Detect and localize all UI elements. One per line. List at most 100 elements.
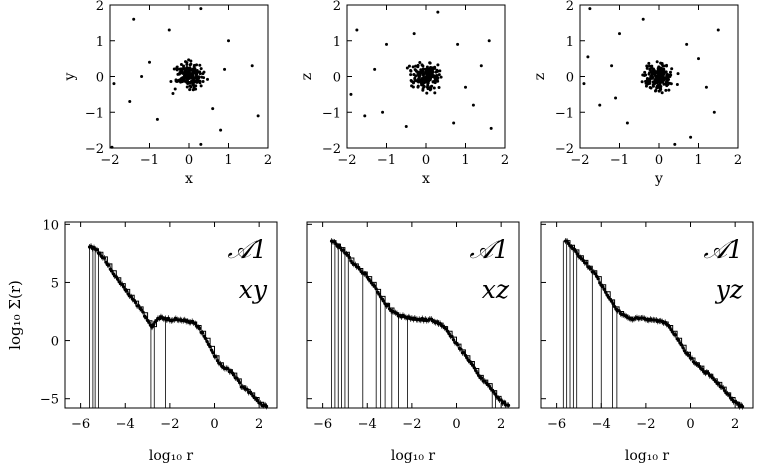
- data-point: [386, 303, 390, 307]
- data-point: [211, 351, 215, 355]
- scatter-point: [185, 67, 189, 71]
- scatter-point: [659, 84, 663, 88]
- scatter-point: [660, 68, 664, 72]
- scatter-point: [421, 88, 425, 92]
- scatter-point: [409, 73, 413, 77]
- data-point: [245, 387, 249, 392]
- data-point: [584, 261, 588, 265]
- x-tick-label: 0: [686, 417, 694, 432]
- data-point: [596, 277, 600, 281]
- y-tick-label: 0: [96, 71, 104, 86]
- x-tick-label: −1: [610, 153, 629, 168]
- scatter-point: [132, 17, 136, 21]
- data-point: [374, 287, 378, 291]
- data-point: [218, 362, 223, 366]
- data-point: [474, 369, 478, 373]
- y-tick-label: 1: [333, 35, 341, 50]
- scatter-point: [712, 110, 716, 114]
- scatter-point: [180, 80, 184, 84]
- data-point: [471, 363, 475, 367]
- scatter-point: [645, 66, 649, 70]
- scatter-point: [618, 32, 621, 36]
- x-axis-title: log₁₀ r: [391, 448, 436, 464]
- scatter-point: [223, 67, 227, 71]
- scatter-point: [421, 78, 425, 82]
- data-point: [200, 331, 205, 335]
- y-tick-label: 10: [42, 218, 59, 233]
- data-point: [235, 376, 239, 380]
- data-point: [727, 393, 731, 397]
- data-point: [598, 281, 602, 285]
- scatter-point: [426, 87, 430, 91]
- y-tick-label: 1: [566, 35, 574, 50]
- scatter-point: [189, 62, 193, 66]
- scatter-point: [675, 83, 679, 87]
- data-point: [475, 371, 479, 375]
- data-point: [487, 384, 491, 388]
- scatter-point: [190, 79, 194, 83]
- data-point: [679, 343, 684, 347]
- data-point: [147, 320, 151, 325]
- y-tick-label: 1: [96, 35, 104, 50]
- scatter-point: [417, 77, 421, 81]
- scatter-point: [171, 91, 175, 95]
- data-point: [144, 316, 148, 320]
- x-axis-title: x: [422, 171, 430, 187]
- data-point: [193, 321, 197, 326]
- data-point: [589, 267, 593, 271]
- data-point: [139, 308, 144, 312]
- data-point: [736, 402, 740, 406]
- scatter-point: [172, 67, 176, 71]
- scatter-point: [641, 17, 645, 21]
- scatter-point: [439, 75, 443, 79]
- scatter-point: [188, 88, 192, 92]
- x-tick-label: −2: [636, 417, 655, 432]
- scatter-point: [431, 68, 435, 72]
- data-point: [110, 269, 114, 273]
- data-point: [565, 239, 569, 243]
- y-tick-label: −1: [555, 106, 574, 121]
- data-point: [116, 277, 120, 282]
- panel-annotation-projection: xy: [239, 275, 268, 304]
- x-tick-label: −4: [116, 417, 135, 432]
- x-tick-label: 2: [501, 153, 509, 168]
- scatter-point: [176, 79, 180, 83]
- data-point: [150, 325, 154, 329]
- data-point: [462, 350, 466, 355]
- x-tick-label: −6: [71, 417, 90, 432]
- x-tick-label: 2: [264, 153, 272, 168]
- scatter-point: [438, 69, 442, 73]
- scatter-point: [649, 86, 653, 90]
- x-tick-label: 0: [655, 153, 663, 168]
- data-point: [447, 331, 451, 336]
- data-point: [334, 242, 338, 246]
- scatter-point: [689, 135, 693, 139]
- scatter-point: [433, 91, 437, 95]
- scatter-point: [662, 82, 666, 86]
- scatter-point: [188, 84, 192, 88]
- scatter-point: [697, 57, 700, 61]
- data-point: [125, 289, 129, 293]
- scatter-point: [198, 72, 202, 76]
- data-point: [364, 272, 368, 276]
- scatter-point: [646, 82, 650, 86]
- scatter-point: [652, 67, 656, 71]
- data-point: [95, 248, 99, 252]
- scatter-point: [205, 77, 209, 81]
- data-point: [238, 381, 242, 385]
- data-point: [681, 346, 685, 350]
- scatter-point: [657, 89, 661, 93]
- data-point: [674, 333, 678, 337]
- x-tick-label: −2: [402, 417, 421, 432]
- scatter-point: [428, 88, 432, 92]
- scatter-point: [169, 79, 173, 83]
- scatter-point: [411, 65, 415, 69]
- data-point: [465, 356, 469, 360]
- scatter-point: [197, 75, 201, 79]
- scatter-point: [189, 73, 193, 77]
- data-point: [706, 371, 710, 375]
- data-point: [120, 282, 124, 287]
- data-point: [456, 343, 460, 347]
- scatter-point: [381, 110, 385, 114]
